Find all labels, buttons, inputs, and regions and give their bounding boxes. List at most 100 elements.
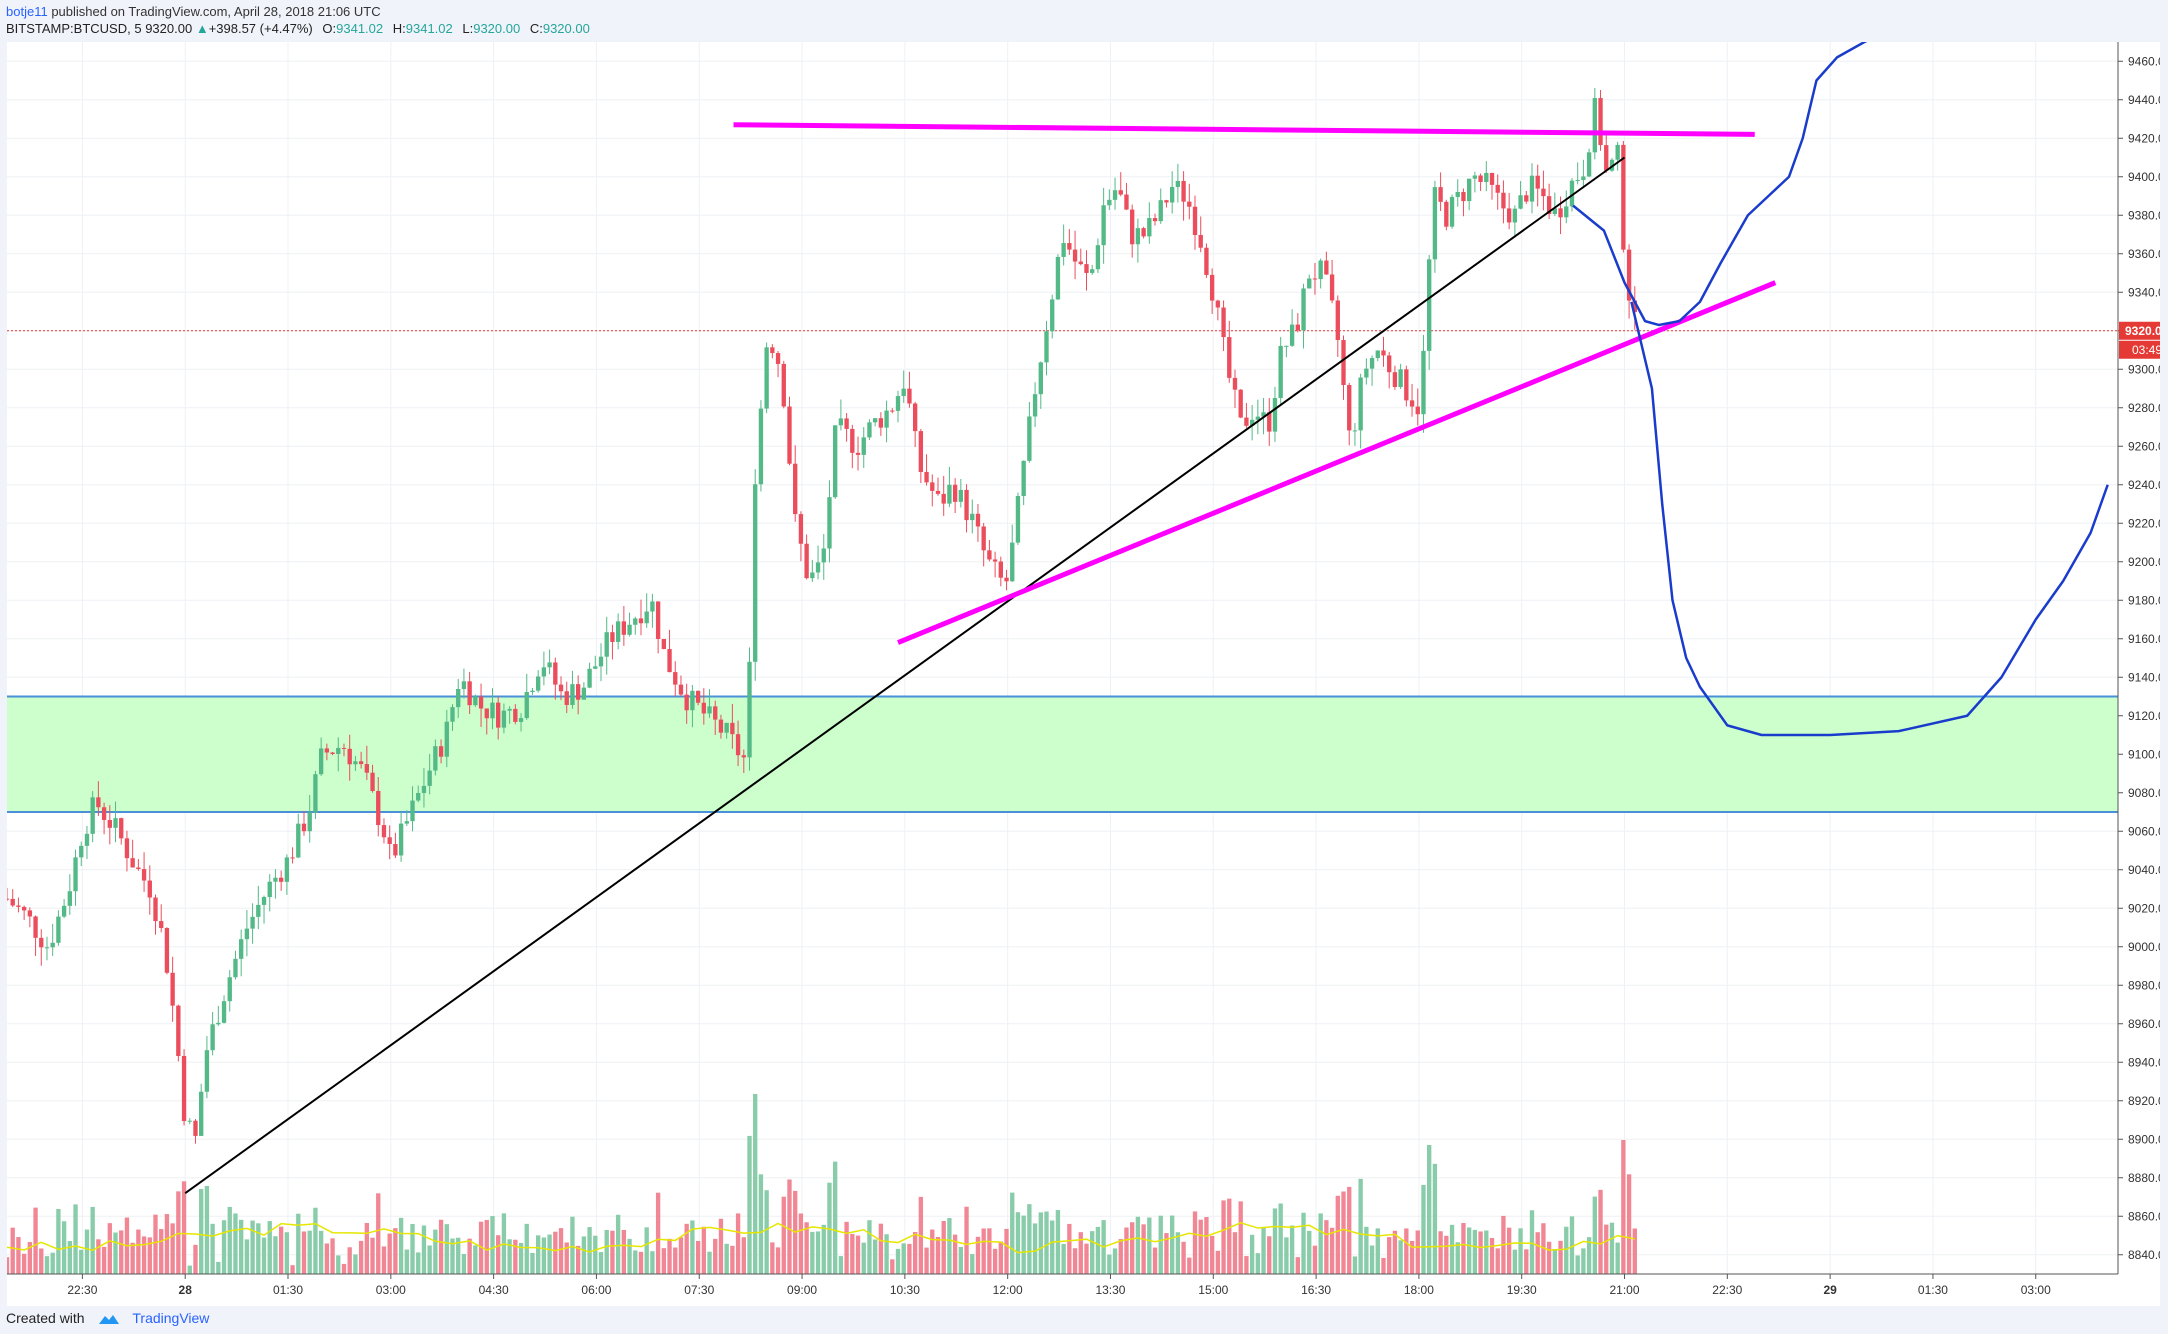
volume-bar xyxy=(787,1179,792,1274)
candle xyxy=(735,734,741,756)
candle xyxy=(1061,243,1066,257)
tradingview-brand[interactable]: TradingView xyxy=(132,1310,210,1326)
trendline xyxy=(733,122,1755,137)
volume-bar xyxy=(1038,1212,1043,1274)
candle xyxy=(1004,577,1009,582)
volume-bar xyxy=(713,1238,718,1274)
x-tick-label: 13:30 xyxy=(1095,1283,1125,1297)
candle xyxy=(598,656,604,667)
candle xyxy=(1044,331,1049,363)
candle xyxy=(872,418,878,423)
candle xyxy=(1107,199,1112,206)
y-tick-label: 9380.00 xyxy=(2128,208,2160,222)
volume-bar xyxy=(850,1233,855,1274)
candle xyxy=(570,684,575,705)
volume-bar xyxy=(73,1204,78,1274)
candle xyxy=(1455,191,1460,197)
candle xyxy=(747,661,752,758)
volume-bar xyxy=(181,1181,187,1274)
volume-bar xyxy=(741,1237,746,1274)
volume-bar xyxy=(861,1242,866,1274)
volume-bar xyxy=(1352,1256,1358,1274)
x-tick-label: 28 xyxy=(179,1283,193,1297)
volume-bar xyxy=(690,1220,695,1274)
candle xyxy=(1301,288,1306,331)
candle xyxy=(855,452,861,455)
volume-bar xyxy=(570,1216,575,1274)
x-tick-label: 01:30 xyxy=(273,1283,303,1297)
volume-bar xyxy=(935,1236,941,1274)
candle xyxy=(655,601,661,639)
volume-bar xyxy=(992,1248,998,1274)
candle xyxy=(444,721,449,757)
candle xyxy=(1027,416,1032,461)
volume-bar xyxy=(1010,1192,1015,1274)
candle xyxy=(587,668,592,688)
candle xyxy=(781,363,786,407)
candle xyxy=(347,748,352,765)
tradingview-logo-icon xyxy=(99,1315,120,1325)
x-tick-label: 15:00 xyxy=(1198,1283,1228,1297)
username[interactable]: botje11 xyxy=(6,4,48,19)
candle xyxy=(1232,377,1238,390)
volume-bar xyxy=(67,1241,72,1274)
x-tick-label: 09:00 xyxy=(787,1283,817,1297)
candle xyxy=(1084,264,1089,273)
volume-bar xyxy=(1569,1216,1575,1274)
candle xyxy=(1495,184,1500,193)
candle xyxy=(307,812,312,832)
candle xyxy=(1215,300,1221,308)
candle xyxy=(513,708,518,722)
candle xyxy=(1409,400,1415,407)
candle xyxy=(239,939,244,959)
candle xyxy=(4,898,10,900)
volume-bar xyxy=(1198,1219,1203,1274)
y-tick-label: 9100.00 xyxy=(2128,747,2160,761)
volume-bar xyxy=(781,1196,786,1274)
candle xyxy=(456,688,461,708)
open-label: O: xyxy=(322,21,337,36)
candle xyxy=(1621,144,1626,250)
candle xyxy=(461,681,467,689)
volume-bar xyxy=(256,1223,261,1274)
candle xyxy=(336,747,341,755)
chart-area[interactable]: 9460.00 9440.00 9420.00 9400.00 9380.00 9360.… xyxy=(4,31,2168,1306)
volume-bar xyxy=(912,1232,918,1274)
candle xyxy=(941,493,946,504)
volume-bar xyxy=(735,1213,741,1274)
candle xyxy=(815,562,821,573)
candle xyxy=(427,770,432,786)
candle xyxy=(10,898,15,906)
volume-bar xyxy=(1090,1231,1095,1274)
volume-bar xyxy=(1289,1225,1295,1274)
volume-bar xyxy=(450,1238,455,1274)
candle xyxy=(621,621,627,635)
candle xyxy=(210,1024,215,1051)
volume-bar xyxy=(44,1256,50,1274)
volume-bar xyxy=(1609,1222,1615,1274)
volume-bar xyxy=(1181,1241,1186,1274)
candle xyxy=(376,791,381,826)
volume-bar xyxy=(1312,1245,1318,1274)
volume-bar xyxy=(39,1248,44,1274)
volume-bar xyxy=(176,1191,181,1274)
volume-bar xyxy=(84,1229,90,1274)
last-price: 9320.00 xyxy=(145,21,193,36)
volume-bar xyxy=(164,1214,170,1274)
volume-bar xyxy=(56,1209,61,1274)
candle xyxy=(467,681,472,706)
volume-bar xyxy=(341,1263,347,1274)
candle xyxy=(273,877,278,882)
price-chart[interactable]: 9460.00 9440.00 9420.00 9400.00 9380.00 9360.… xyxy=(4,31,2168,1306)
candle xyxy=(130,858,135,868)
candle xyxy=(1375,350,1380,359)
candle xyxy=(707,706,712,714)
x-tick-label: 22:30 xyxy=(67,1283,97,1297)
candle xyxy=(638,618,644,624)
volume-bar xyxy=(1364,1226,1369,1274)
volume-bar xyxy=(638,1251,644,1274)
candle xyxy=(1541,188,1546,197)
candle xyxy=(90,797,95,834)
volume-bar xyxy=(90,1206,95,1274)
candle xyxy=(644,611,649,624)
